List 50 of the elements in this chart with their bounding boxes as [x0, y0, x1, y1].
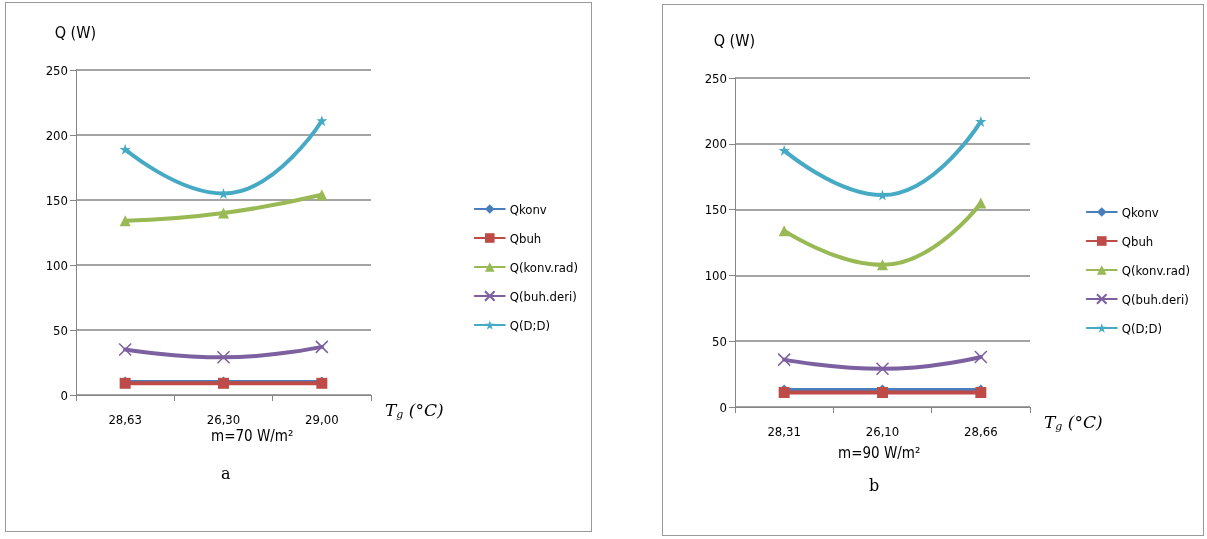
y-tick-label: 250: [704, 70, 727, 86]
legend-label: Qkonv: [509, 201, 547, 217]
text: b: [869, 475, 880, 495]
y-tick-label: 250: [45, 62, 68, 78]
point: [877, 259, 888, 271]
point: [316, 189, 328, 201]
text: m=90 W/m²: [838, 443, 921, 462]
x-tick-label: 28,66: [964, 424, 998, 439]
text: m=70 W/m²: [211, 426, 294, 445]
y-tick-label: 0: [60, 387, 68, 403]
x-tick-label: 29,00: [305, 412, 339, 427]
y-tick-label: 200: [45, 127, 68, 143]
y-tick-label: 0: [719, 399, 727, 415]
text: a: [221, 463, 231, 483]
legend-label: Q(konv.rad): [509, 259, 578, 275]
x-tick-label: 26,30: [206, 412, 241, 427]
point: [216, 350, 231, 365]
point: [316, 115, 328, 127]
legend-label: Q(buh.deri): [509, 288, 577, 304]
y-tick-label: 200: [704, 136, 727, 152]
point: [777, 352, 791, 367]
y-axis-title: Q (W): [54, 22, 96, 42]
legend-label: Qbuh: [509, 230, 542, 246]
point: [974, 350, 988, 364]
y-tick-label: 50: [712, 333, 727, 349]
point: [118, 342, 132, 357]
y-tick-label: 150: [45, 192, 68, 208]
point: [975, 197, 987, 209]
point: [119, 215, 131, 227]
y-tick-label: 100: [704, 267, 727, 283]
y-tick-label: 150: [704, 202, 727, 218]
point: [778, 225, 790, 237]
legend-label: Q(buh.deri): [1121, 291, 1189, 307]
point: [119, 143, 131, 155]
legend-label: Qkonv: [1121, 204, 1159, 220]
point: [218, 207, 229, 219]
x-tick-label: 28,63: [108, 412, 142, 427]
legend-label: Q(D;D): [509, 317, 551, 333]
point: [875, 362, 890, 376]
x-tick-label: 28,31: [767, 424, 801, 439]
y-tick-label: 50: [53, 322, 68, 338]
point: [315, 340, 329, 354]
y-tick-label: 100: [45, 257, 68, 273]
point: [778, 144, 790, 156]
legend-label: Qbuh: [1121, 233, 1154, 249]
legend-label: Q(D;D): [1121, 320, 1163, 336]
y-axis-title: Q (W): [713, 30, 755, 50]
legend-label: Q(konv.rad): [1121, 262, 1190, 278]
point: [975, 115, 987, 127]
x-tick-label: 26,10: [865, 424, 900, 439]
